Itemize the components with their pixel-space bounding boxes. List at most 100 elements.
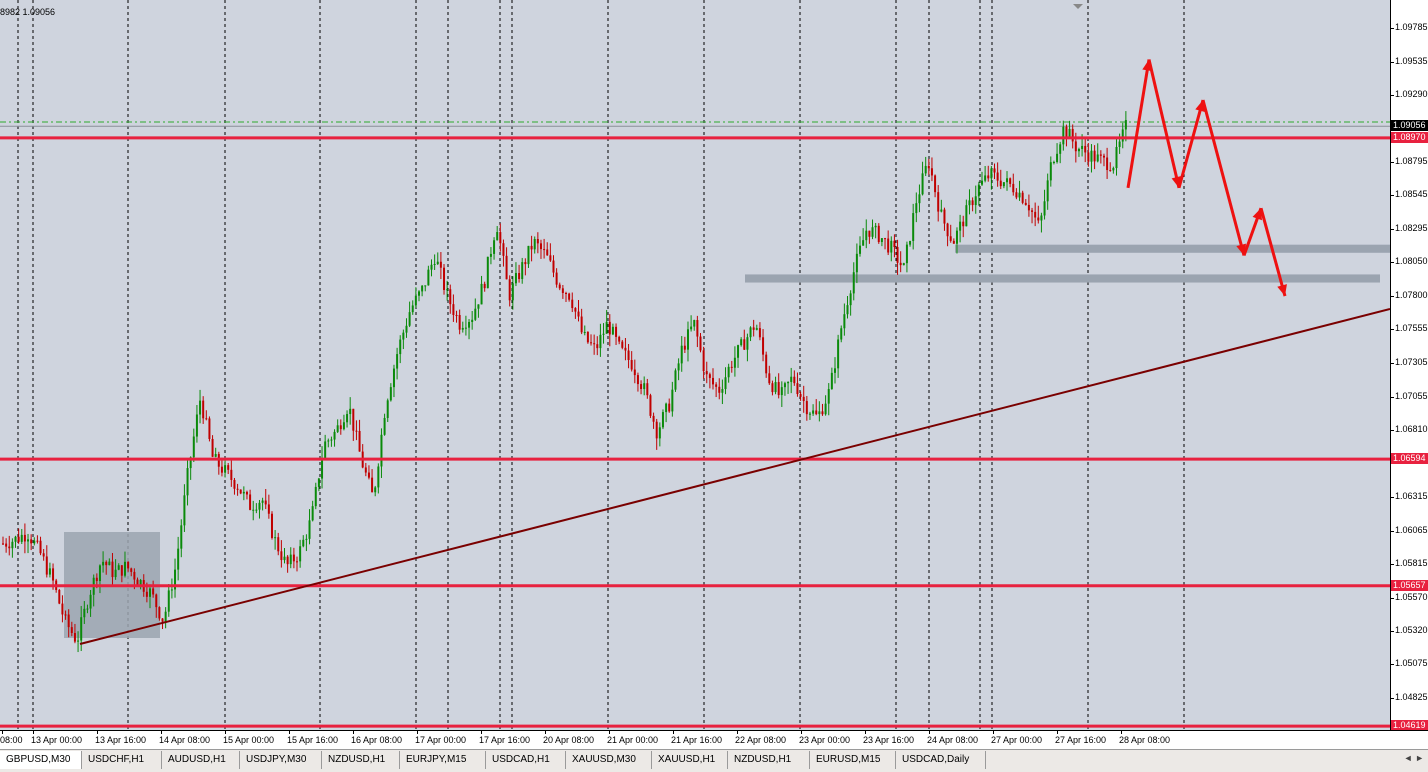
symbol-tab[interactable]: NZDUSD,H1 [322,751,400,769]
candle-body [333,431,336,440]
candle-body [321,458,324,479]
candle-body [977,184,980,197]
tab-scroll-arrows-icon[interactable]: ◄ ► [1403,753,1424,763]
candle-body [211,438,214,457]
candle-body [389,387,392,401]
symbol-tab[interactable]: GBPUSD,M30 [0,751,82,769]
symbol-tab[interactable]: XAUUSD,M30 [566,751,652,769]
candle-body [105,561,108,566]
candle-body [805,401,808,415]
symbol-tab[interactable]: USDCAD,H1 [486,751,566,769]
candle-body [737,345,740,358]
candle-body [1081,145,1084,149]
candle-body [987,175,990,179]
candle-body [277,537,280,552]
candle-body [133,571,136,580]
candle-body [152,588,155,595]
candle-body [514,273,517,284]
candle-body [264,500,267,505]
candle-body [83,608,86,618]
symbol-tab[interactable]: EURJPY,M15 [400,751,486,769]
candle-body [299,546,302,562]
candle-body [865,230,868,241]
symbol-tab[interactable]: NZDUSD,H1 [728,751,810,769]
symbol-tab[interactable]: XAUUSD,H1 [652,751,728,769]
candle-body [511,283,514,301]
candle-body [618,336,621,342]
candle-body [946,223,949,237]
time-tick [865,731,866,734]
candle-body [583,331,586,333]
candle-body [640,384,643,390]
candle-body [508,279,511,301]
candle-body [715,384,718,387]
candle-body [643,383,646,390]
symbol-tab[interactable]: AUDUSD,H1 [162,751,240,769]
candle-body [980,180,983,185]
candle-body [968,200,971,206]
candle-body [830,372,833,390]
candle-body [270,513,273,538]
candle-body [624,347,627,351]
candle-body [64,614,67,616]
price-badge: 1.08970 [1391,131,1428,143]
candle-body [77,640,80,642]
candle-body [696,320,699,337]
candle-body [990,168,993,179]
candle-body [446,289,449,291]
ascending-trendline [79,308,1390,645]
candle-body [768,373,771,384]
candle-body [95,577,98,582]
candle-body [721,389,724,393]
symbol-tab[interactable]: USDCAD,Daily [896,751,986,769]
symbol-tab[interactable]: USDCHF,H1 [82,751,162,769]
candlestick-chart[interactable] [0,0,1390,730]
candle-body [377,466,380,488]
candle-body [586,331,589,343]
candle-body [527,245,530,265]
candle-body [1037,217,1040,221]
candle-body [67,614,70,628]
candle-body [661,412,664,428]
candle-body [1065,126,1068,137]
candle-body [339,425,342,430]
candle-body [170,589,173,591]
candle-body [48,568,51,575]
candle-body [909,240,912,245]
candle-body [630,360,633,370]
candle-body [443,267,446,290]
candle-body [965,205,968,227]
time-axis[interactable]: 08:00 13 Apr 00:00 13 Apr 16:00 14 Apr 08:0… [0,730,1428,749]
candle-body [1052,162,1055,164]
candle-body [183,495,186,526]
time-tick [417,731,418,734]
candle-body [167,590,170,612]
candle-body [877,225,880,243]
price-tick [1391,698,1394,700]
price-label: 1.09785 [1395,21,1428,32]
candle-body [783,383,786,388]
projection-arrow-segment [1147,59,1181,189]
candle-body [930,168,933,176]
price-axis[interactable]: 1.09785 1.09535 1.09290 1.08795 1.08545 1.082… [1390,0,1428,732]
symbol-tab[interactable]: EURUSD,M15 [810,751,896,769]
candle-body [411,305,414,313]
symbol-tab[interactable]: USDJPY,M30 [240,751,322,769]
time-tick [97,731,98,734]
time-label: 24 Apr 08:00 [927,735,979,745]
candle-body [114,569,117,578]
candle-body [915,203,918,214]
candle-body [1096,154,1099,162]
projection-arrowhead [1252,208,1262,221]
candle-body [633,369,636,376]
candle-body [505,255,508,280]
price-tick [1391,195,1394,197]
candle-body [993,168,996,173]
time-label: 23 Apr 00:00 [799,735,851,745]
price-tick [1391,329,1394,331]
candle-body [98,565,101,582]
candle-body [274,537,277,539]
candle-body [130,568,133,572]
chart-plot-area[interactable]: 8982 1.09056 [0,0,1390,730]
candle-body [521,262,524,280]
